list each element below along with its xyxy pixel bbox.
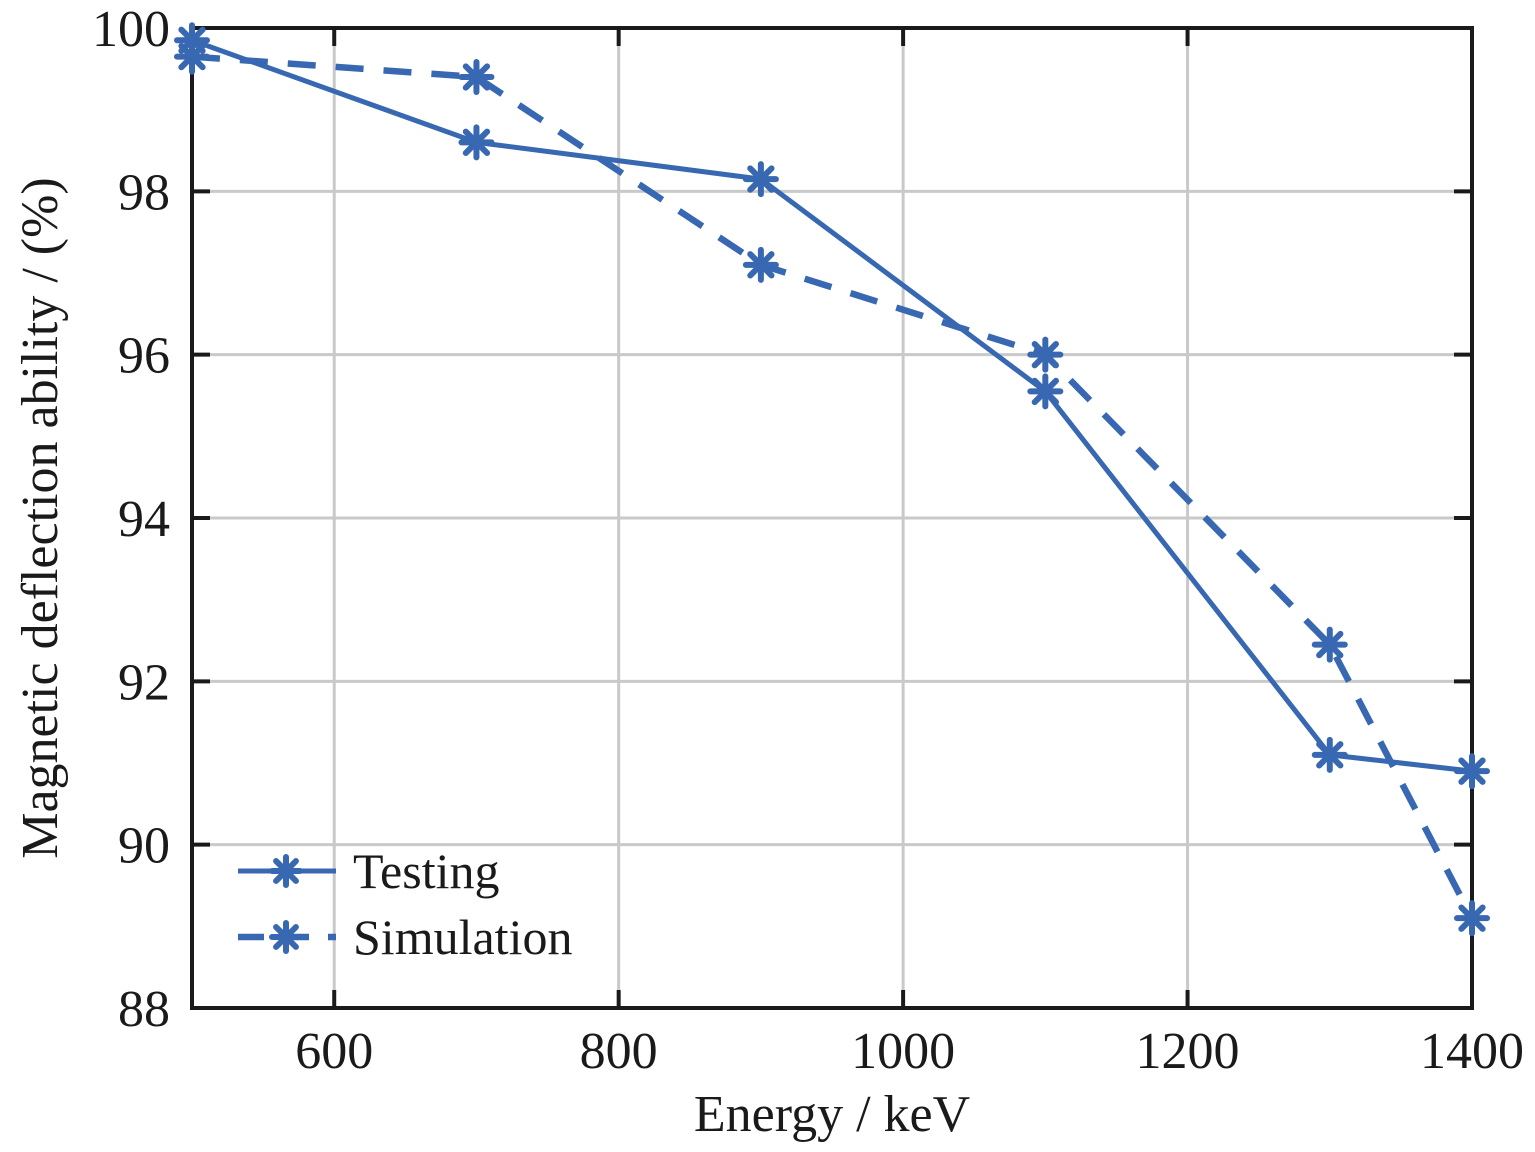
y-tick-label: 98 [118, 164, 170, 221]
legend-entry-testing: Testing [238, 838, 572, 904]
axis-ticks [192, 28, 1472, 1008]
grid-lines [192, 28, 1472, 1008]
legend-simulation-label: Simulation [353, 909, 573, 965]
y-tick-labels: 88 90 92 94 96 98 100 [92, 1, 170, 1038]
legend-testing-line-icon [238, 854, 336, 888]
x-tick-label: 1400 [1420, 1023, 1524, 1080]
legend-testing-label: Testing [353, 843, 500, 899]
y-tick-label: 90 [118, 818, 170, 875]
y-axis-label: Magnetic deflection ability / (%) [12, 177, 69, 859]
y-tick-label: 96 [118, 328, 170, 385]
y-tick-label: 92 [118, 654, 170, 711]
legend: Testing Simulation [238, 838, 572, 970]
x-tick-label: 1000 [851, 1023, 955, 1080]
y-tick-label: 94 [118, 491, 170, 548]
x-axis-label: Energy / keV [693, 1086, 971, 1143]
y-tick-label: 100 [92, 1, 170, 58]
y-tick-label: 88 [118, 981, 170, 1038]
x-tick-label: 1200 [1136, 1023, 1240, 1080]
series-testing-line [191, 37, 1473, 774]
x-tick-label: 800 [580, 1023, 658, 1080]
x-tick-label: 600 [295, 1023, 373, 1080]
legend-simulation-line-icon [238, 920, 336, 954]
series-simulation-line [191, 53, 1475, 920]
x-tick-labels: 600 800 1000 1200 1400 [295, 1023, 1524, 1080]
legend-entry-simulation: Simulation [238, 904, 572, 970]
series-simulation-markers [174, 38, 1490, 937]
series-testing-markers [174, 22, 1490, 790]
